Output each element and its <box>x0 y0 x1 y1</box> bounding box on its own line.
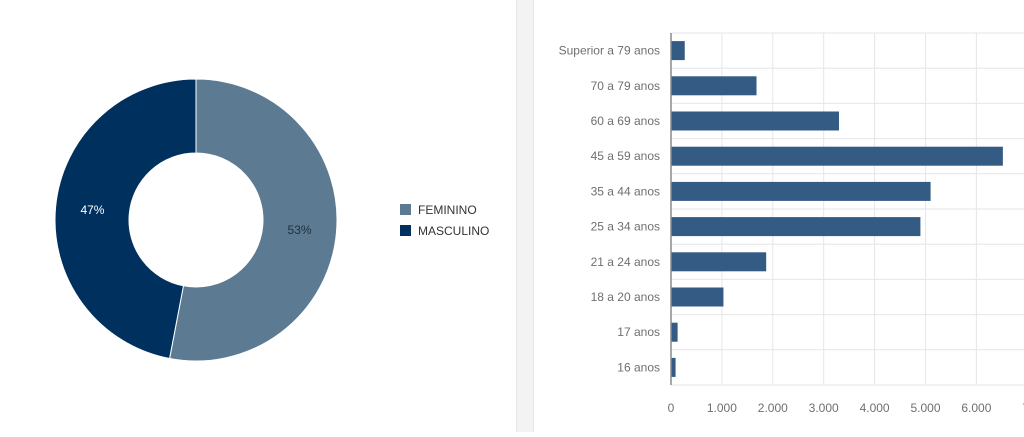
x-tick-label: 7. <box>1022 401 1024 415</box>
bar-5[interactable] <box>671 217 921 237</box>
age-bar-chart: Superior a 79 anos 70 a 79 anos 60 a 69 an… <box>559 32 1024 415</box>
bar-7[interactable] <box>671 287 724 307</box>
category-label: 16 anos <box>617 360 660 374</box>
donut-slice-feminino[interactable] <box>168 78 338 362</box>
bar-2[interactable] <box>671 111 839 131</box>
category-label: Superior a 79 anos <box>559 44 660 58</box>
panel-divider <box>516 0 534 432</box>
gender-donut-chart: 53% 47% FEMININO MASCULINO <box>54 78 489 362</box>
donut-slice-label-masculino: 47% <box>80 203 104 217</box>
gender-donut-panel: 53% 47% FEMININO MASCULINO <box>0 0 516 432</box>
category-label: 25 a 34 anos <box>591 220 660 234</box>
bar-1[interactable] <box>671 76 757 96</box>
bar-4[interactable] <box>671 181 931 201</box>
bar-0[interactable] <box>671 41 685 61</box>
legend-label: MASCULINO <box>418 224 489 238</box>
legend-item-masculino[interactable]: MASCULINO <box>400 224 489 238</box>
bar-3[interactable] <box>671 146 1003 166</box>
age-bar-panel: Superior a 79 anos 70 a 79 anos 60 a 69 an… <box>534 0 1024 432</box>
legend-item-feminino[interactable]: FEMININO <box>400 203 477 217</box>
donut-slice-label-feminino: 53% <box>288 223 312 237</box>
legend-label: FEMININO <box>418 203 477 217</box>
x-tick-label: 1.000 <box>707 401 737 415</box>
bar-8[interactable] <box>671 322 678 342</box>
x-tick-label: 2.000 <box>758 401 788 415</box>
bar-9[interactable] <box>671 357 676 377</box>
x-tick-label: 3.000 <box>809 401 839 415</box>
bar-6[interactable] <box>671 252 767 272</box>
category-label: 21 a 24 anos <box>591 255 660 269</box>
category-label: 60 a 69 anos <box>591 114 660 128</box>
legend-swatch <box>400 225 411 236</box>
category-label: 18 a 20 anos <box>591 290 660 304</box>
donut-slice-masculino[interactable] <box>54 78 197 360</box>
x-tick-label: 0 <box>668 401 675 415</box>
category-label: 70 a 79 anos <box>591 79 660 93</box>
category-label: 35 a 44 anos <box>591 184 660 198</box>
x-tick-label: 6.000 <box>961 401 991 415</box>
category-label: 17 anos <box>617 325 660 339</box>
legend-swatch <box>400 204 411 215</box>
x-tick-label: 4.000 <box>860 401 890 415</box>
category-label: 45 a 59 anos <box>591 149 660 163</box>
x-tick-label: 5.000 <box>910 401 940 415</box>
